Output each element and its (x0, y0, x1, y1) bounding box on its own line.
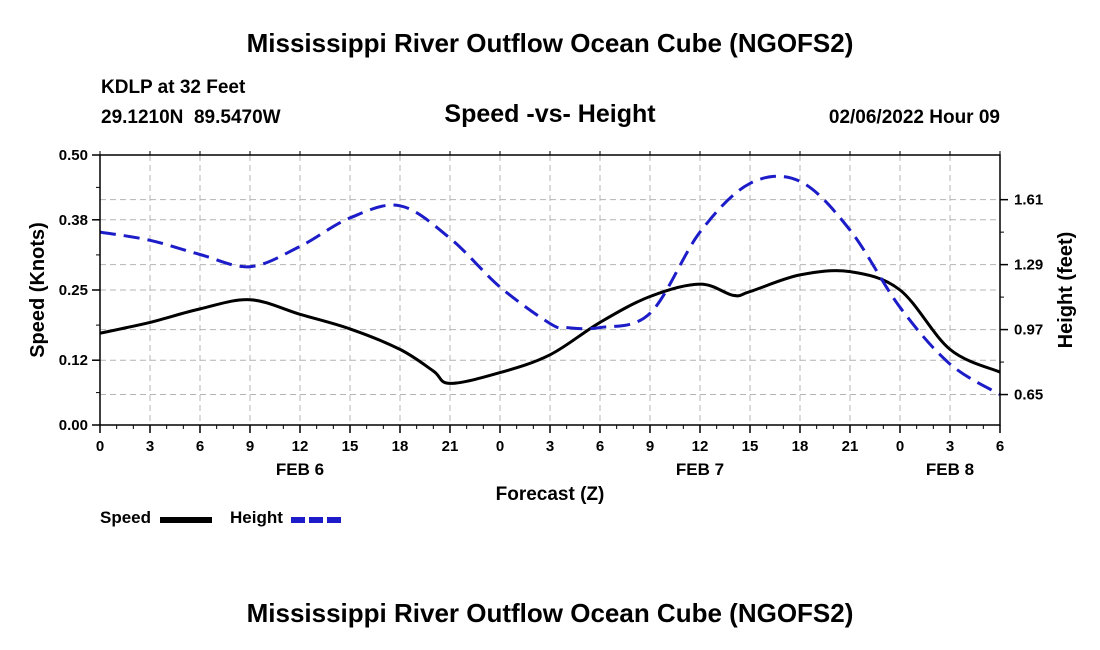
legend-speed-swatch (160, 517, 212, 523)
height-series-line (99, 174, 1001, 396)
speed-series-line (99, 269, 1001, 385)
date-label: FEB 6 (276, 460, 324, 479)
x-tick-label: 15 (342, 438, 359, 455)
y2-tick-label: 0.97 (1014, 322, 1043, 339)
y-tick-label: 0.25 (59, 282, 88, 299)
grid-lines (100, 154, 1000, 426)
x-tick-label: 6 (596, 438, 604, 455)
chart-subtitle: Speed -vs- Height (444, 100, 656, 128)
y-axis-title: Speed (Knots) (27, 222, 49, 358)
forecast-datetime: 02/06/2022 Hour 09 (828, 107, 1000, 128)
x-tick-label: 12 (292, 438, 309, 455)
y2-tick-label: 1.61 (1014, 192, 1043, 209)
x-tick-label: 18 (792, 438, 809, 455)
x-tick-label: 9 (646, 438, 654, 455)
footer-title: Mississippi River Outflow Ocean Cube (NG… (246, 598, 854, 628)
series-layer (99, 174, 1001, 396)
x-tick-label: 12 (692, 438, 709, 455)
axes: 0 3 6 9 12 15 18 21 0 3 6 9 12 15 18 21 0 3 6 0.00 0.12 0.25 0… (27, 147, 1077, 505)
y-tick-label: 0.38 (59, 212, 88, 229)
chart-title: Mississippi River Outflow Ocean Cube (NG… (246, 28, 854, 58)
legend-speed-label: Speed (100, 508, 152, 527)
x-tick-label: 3 (946, 438, 954, 455)
x-tick-label: 0 (96, 438, 104, 455)
coordinates-label: 29.1210N 89.5470W (101, 107, 281, 128)
x-tick-label: 0 (896, 438, 904, 455)
x-tick-label: 21 (842, 438, 859, 455)
date-label: FEB 8 (926, 460, 974, 479)
y2-tick-label: 0.65 (1014, 387, 1043, 404)
date-label: FEB 7 (676, 460, 724, 479)
x-axis-title: Forecast (Z) (496, 484, 605, 505)
y2-axis-title: Height (feet) (1055, 232, 1077, 349)
y-tick-label: 0.12 (59, 352, 88, 369)
x-tick-label: 6 (196, 438, 204, 455)
y-tick-label: 0.50 (59, 147, 88, 164)
x-tick-label: 3 (546, 438, 554, 455)
legend-height-swatch (291, 517, 343, 523)
x-tick-label: 9 (246, 438, 254, 455)
x-tick-label: 15 (742, 438, 759, 455)
y2-tick-label: 1.29 (1014, 257, 1043, 274)
legend-height-label: Height (230, 508, 283, 527)
station-label: KDLP at 32 Feet (101, 77, 246, 98)
x-tick-label: 21 (442, 438, 459, 455)
x-tick-label: 3 (146, 438, 154, 455)
x-tick-label: 6 (996, 438, 1004, 455)
x-tick-label: 0 (496, 438, 504, 455)
x-tick-label: 18 (392, 438, 409, 455)
y-tick-label: 0.00 (59, 417, 88, 434)
